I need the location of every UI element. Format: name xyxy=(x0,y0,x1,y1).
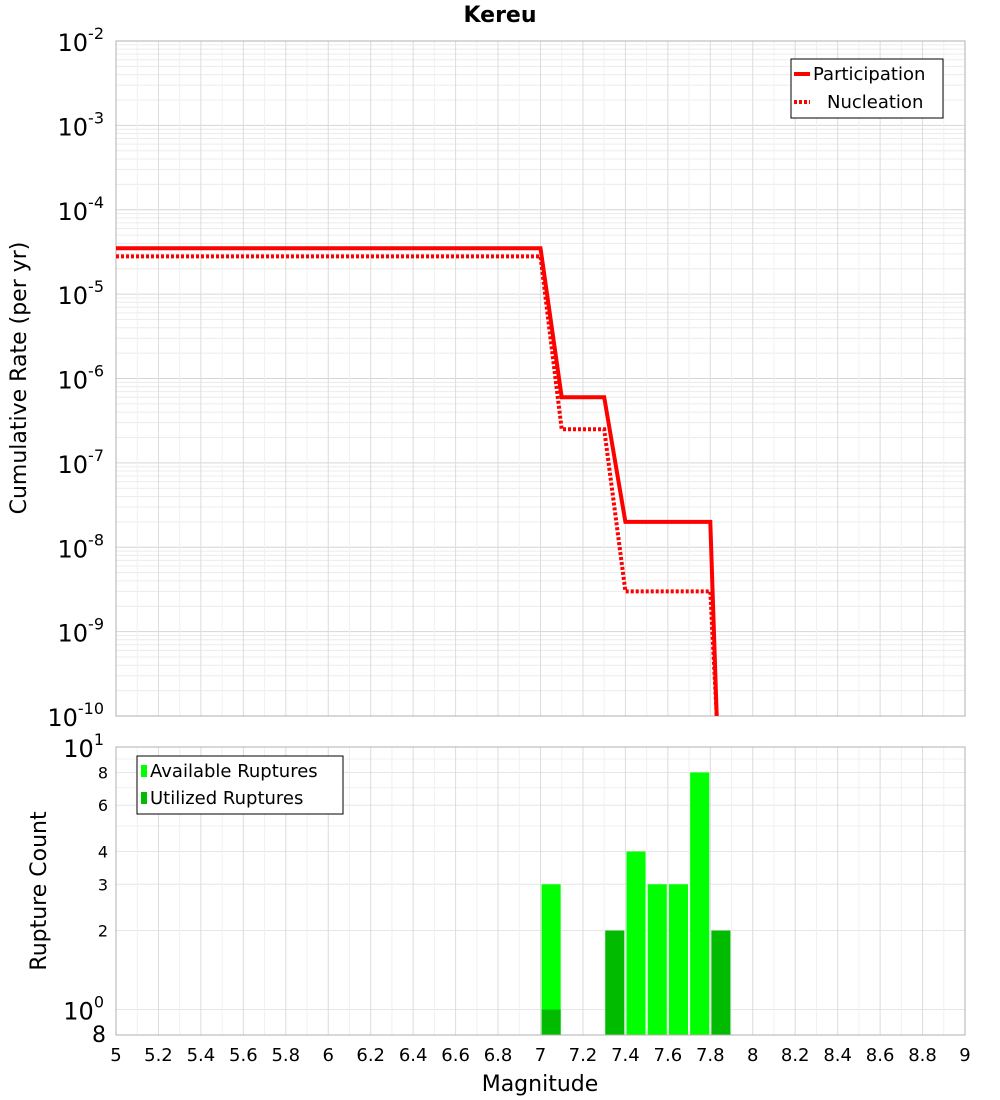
x-tick-label: 7.8 xyxy=(696,1045,725,1066)
tick-base: 10 xyxy=(47,704,78,732)
tick-exponent: -6 xyxy=(88,362,104,381)
tick-base: 10 xyxy=(58,113,89,141)
rate-legend-box xyxy=(790,58,944,119)
x-tick-label: 7.2 xyxy=(569,1045,598,1066)
count-plot-border xyxy=(115,746,966,1036)
x-tick-label: 8.4 xyxy=(823,1045,852,1066)
bar-available xyxy=(647,884,667,1035)
chart-title: Kereu xyxy=(463,3,536,28)
rate-y-tick-label: 10-3 xyxy=(58,108,105,141)
tick-exponent: -4 xyxy=(88,193,104,212)
x-tick-label: 5.8 xyxy=(271,1045,300,1066)
rate-y-tick-label: 10-6 xyxy=(58,362,105,395)
tick-exponent: -5 xyxy=(88,277,104,296)
tick-base: 10 xyxy=(63,998,94,1026)
tick-exponent: -9 xyxy=(88,615,104,634)
tick-base: 10 xyxy=(63,735,94,763)
x-axis-label: Magnitude xyxy=(482,1072,599,1097)
x-tick-label: 5.2 xyxy=(144,1045,173,1066)
tick-base: 10 xyxy=(58,451,89,479)
x-tick-label: 8.8 xyxy=(908,1045,937,1066)
legend-label-nucleation: Nucleation xyxy=(827,92,923,113)
count-y-tick-label: 8 xyxy=(98,763,108,782)
rate-y-tick-label: 10-2 xyxy=(58,24,105,57)
bar-available xyxy=(626,851,646,1035)
tick-base: 10 xyxy=(58,29,89,57)
legend-swatch-available xyxy=(141,765,147,777)
x-tick-label: 5.6 xyxy=(229,1045,258,1066)
bar-available xyxy=(541,884,561,1035)
count-y-tick-label: 101 xyxy=(63,730,104,763)
tick-base: 10 xyxy=(58,198,89,226)
rate-y-tick-label: 10-10 xyxy=(47,699,104,732)
x-tick-label: 5 xyxy=(110,1045,121,1066)
legend-swatch-utilized xyxy=(141,792,147,804)
rate-y-tick-label: 10-4 xyxy=(58,193,105,226)
count-y-tick-label: 4 xyxy=(98,842,108,861)
tick-exponent: 1 xyxy=(94,730,104,749)
x-tick-label: 7.6 xyxy=(654,1045,683,1066)
x-tick-label: 6.2 xyxy=(356,1045,385,1066)
legend-label-utilized: Utilized Ruptures xyxy=(150,788,303,809)
legend-label-available: Available Ruptures xyxy=(150,761,318,782)
count-y-tick-label: 3 xyxy=(98,875,108,894)
count-y-tick-label: 100 xyxy=(63,993,104,1026)
bar-available xyxy=(690,772,710,1035)
x-tick-label: 6.6 xyxy=(441,1045,470,1066)
rate-y-tick-label: 10-9 xyxy=(58,615,105,648)
x-tick-label: 9 xyxy=(959,1045,970,1066)
rate-plot-border xyxy=(115,40,966,717)
x-tick-label: 7.4 xyxy=(611,1045,640,1066)
rate-y-tick-label: 10-5 xyxy=(58,277,105,310)
tick-base: 10 xyxy=(58,367,89,395)
tick-exponent: 0 xyxy=(94,993,104,1012)
rate-y-tick-label: 10-8 xyxy=(58,530,105,563)
x-tick-label: 7 xyxy=(535,1045,546,1066)
series-line-participation xyxy=(116,246,719,717)
tick-exponent: -8 xyxy=(88,530,104,549)
count-y-tick-label: 2 xyxy=(98,922,108,941)
rate-plot: 10-210-310-410-510-610-710-810-910-10Par… xyxy=(47,24,966,732)
x-tick-label: 6.4 xyxy=(399,1045,428,1066)
x-tick-label: 6 xyxy=(323,1045,334,1066)
tick-exponent: -3 xyxy=(88,108,104,127)
count-legend-box xyxy=(136,755,344,815)
series-line-nucleation xyxy=(116,254,719,717)
bar-utilized xyxy=(605,930,625,1035)
legend-label-participation: Participation xyxy=(813,64,925,85)
x-tick-label: 6.8 xyxy=(484,1045,513,1066)
x-tick-label: 8.6 xyxy=(866,1045,895,1066)
tick-base: 10 xyxy=(58,282,89,310)
tick-exponent: -7 xyxy=(88,446,104,465)
count-y-tick-label: 6 xyxy=(98,796,108,815)
tick-base: 10 xyxy=(58,535,89,563)
x-tick-label: 5.4 xyxy=(187,1045,216,1066)
tick-exponent: -2 xyxy=(88,24,104,43)
count-y-axis-label: Rupture Count xyxy=(27,811,52,971)
tick-base: 10 xyxy=(58,620,89,648)
rate-y-tick-label: 10-7 xyxy=(58,446,105,479)
x-tick-label: 8.2 xyxy=(781,1045,810,1066)
bar-available xyxy=(668,884,689,1035)
count-y-tick-label: 8 xyxy=(92,1023,106,1048)
x-tick-label: 8 xyxy=(747,1045,758,1066)
rate-y-axis-label: Cumulative Rate (per yr) xyxy=(7,242,32,515)
bar-utilized xyxy=(711,930,731,1035)
rate-grid xyxy=(115,41,966,717)
bar-utilized xyxy=(541,1009,561,1035)
tick-exponent: -10 xyxy=(78,699,104,718)
